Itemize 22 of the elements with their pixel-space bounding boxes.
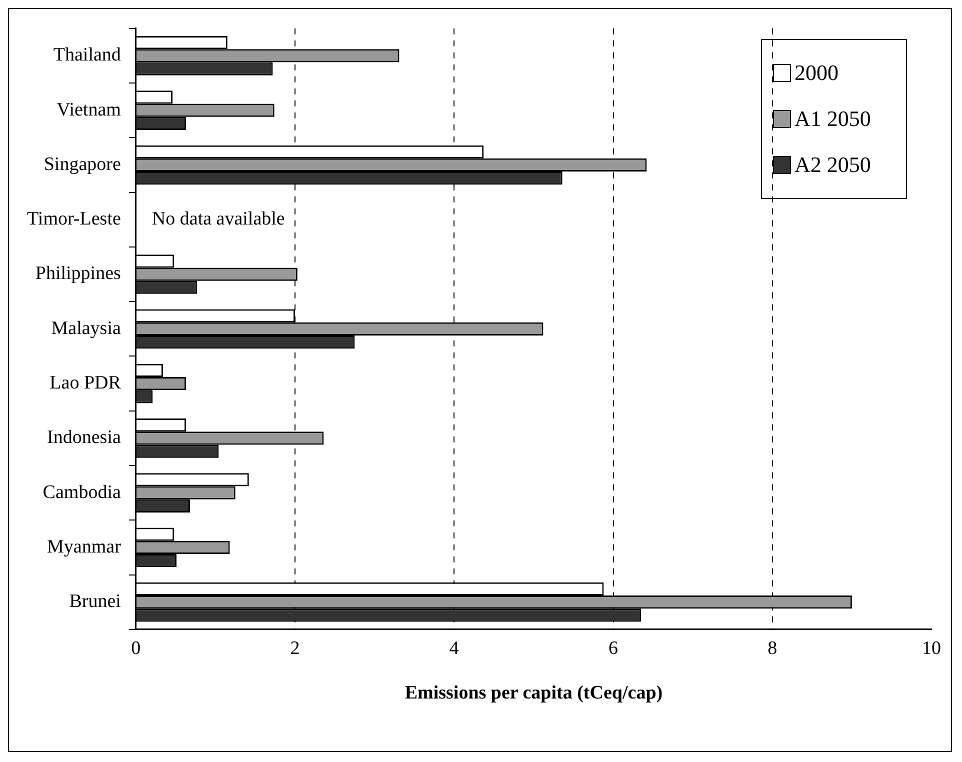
x-tick-label: 2: [290, 638, 300, 659]
y-tick-label: Philippines: [35, 263, 121, 284]
legend-label: A1 2050: [794, 106, 871, 132]
x-tick-label: 10: [922, 638, 941, 659]
x-tick-label: 0: [131, 638, 141, 659]
y-tick-label: Timor-Leste: [26, 208, 121, 230]
x-tick-label: 4: [449, 638, 460, 659]
y-tick-label: Myanmar: [47, 536, 122, 558]
y-tick-label: Singapore: [44, 154, 121, 175]
y-tick-label: Indonesia: [47, 427, 122, 448]
legend-label: A2 2050: [794, 152, 871, 178]
x-axis-title: Emissions per capita (tCeq/cap): [404, 682, 663, 704]
x-tick-label: 6: [608, 638, 618, 659]
x-tick-label: 8: [768, 638, 778, 659]
y-tick-label: Malaysia: [51, 318, 122, 339]
annotation: No data available: [152, 208, 285, 230]
y-tick-label: Thailand: [53, 44, 122, 66]
y-tick-label: Lao PDR: [50, 372, 122, 394]
y-tick-label: Brunei: [69, 591, 121, 612]
y-tick-label: Vietnam: [56, 99, 122, 120]
y-tick-label: Cambodia: [42, 482, 122, 503]
legend-label: 2000: [794, 60, 838, 86]
